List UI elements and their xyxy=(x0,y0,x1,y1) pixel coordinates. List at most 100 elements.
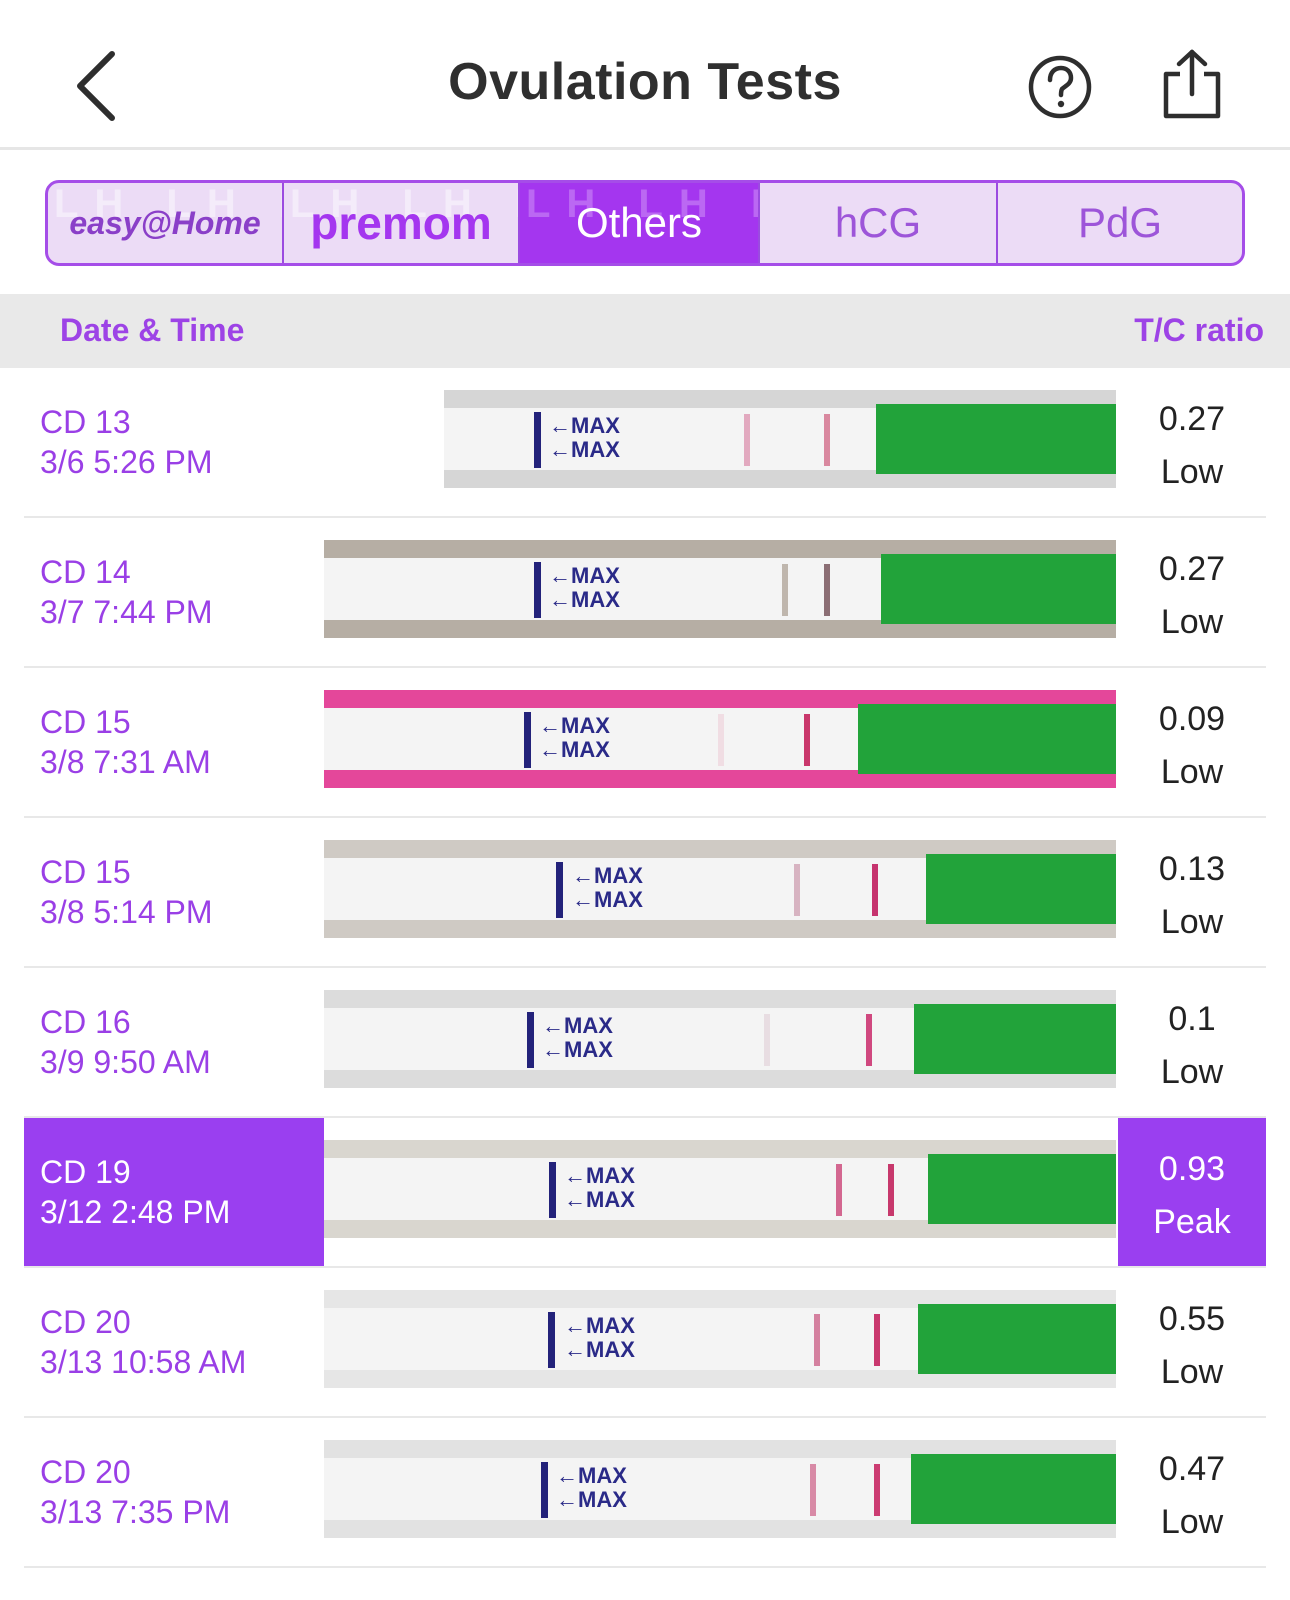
control-line xyxy=(794,864,800,916)
lh-level: Low xyxy=(1160,603,1224,641)
row-ratio-cell: 0.1 Low xyxy=(1118,968,1266,1116)
test-line xyxy=(874,1464,880,1516)
strip-handle xyxy=(858,704,1116,774)
max-label: ←MAX ←MAX xyxy=(564,1313,635,1362)
column-header-ratio: T/C ratio xyxy=(1134,312,1264,348)
max-label-text: MAX xyxy=(571,563,620,588)
easy-at-home-logo: easy@Home xyxy=(69,204,261,241)
max-band xyxy=(548,1312,555,1368)
table-header: Date & Time T/C ratio xyxy=(0,294,1290,368)
tab-easy-at-home[interactable]: LH LH LH easy@Home xyxy=(48,183,284,263)
lh-pattern: LH LH LH xyxy=(290,183,518,226)
row-ratio-cell: 0.27 Low xyxy=(1118,368,1266,516)
share-button[interactable] xyxy=(1160,48,1224,120)
tc-ratio-value: 0.47 xyxy=(1158,1450,1226,1488)
max-label-text: MAX xyxy=(571,587,620,612)
lh-level: Low xyxy=(1160,453,1224,491)
max-label-text: MAX xyxy=(578,1487,627,1512)
test-strip-photo: ←MAX ←MAX xyxy=(324,540,1116,638)
test-datetime: 3/13 7:35 PM xyxy=(40,1494,231,1530)
control-line xyxy=(744,414,750,466)
max-label: ←MAX ←MAX xyxy=(564,1163,635,1212)
max-band xyxy=(534,412,541,468)
max-label: ←MAX ←MAX xyxy=(556,1463,627,1512)
max-label-text: MAX xyxy=(578,1463,627,1488)
lh-level: Low xyxy=(1160,753,1224,791)
row-date-cell: CD 19 3/12 2:48 PM xyxy=(24,1118,324,1266)
test-strip-photo: ←MAX ←MAX xyxy=(324,1440,1116,1538)
max-label-text: MAX xyxy=(586,1337,635,1362)
help-button[interactable] xyxy=(1028,55,1092,119)
row-date-cell: CD 15 3/8 7:31 AM xyxy=(24,668,324,816)
test-row[interactable]: CD 20 3/13 7:35 PM ←MAX ←MAX 0.47 Low xyxy=(24,1418,1266,1568)
max-label-text: MAX xyxy=(586,1313,635,1338)
strip-handle xyxy=(918,1304,1116,1374)
max-label-text: MAX xyxy=(586,1163,635,1188)
test-strip-photo: ←MAX ←MAX xyxy=(324,1290,1116,1388)
tab-hcg-label: hCG xyxy=(834,199,922,246)
max-label-text: MAX xyxy=(571,413,620,438)
chevron-left-icon xyxy=(77,51,115,121)
row-date-cell: CD 13 3/6 5:26 PM xyxy=(24,368,324,516)
control-line xyxy=(810,1464,816,1516)
control-line xyxy=(718,714,724,766)
test-row[interactable]: CD 20 3/13 10:58 AM ←MAX ←MAX 0.55 Low xyxy=(24,1268,1266,1418)
max-band xyxy=(527,1012,534,1068)
control-line xyxy=(764,1014,770,1066)
test-datetime: 3/13 10:58 AM xyxy=(40,1344,247,1380)
test-datetime: 3/12 2:48 PM xyxy=(40,1194,231,1230)
lh-pattern: LH LH LH xyxy=(526,183,758,226)
strip-handle xyxy=(914,1004,1116,1074)
tab-pdg-label: PdG xyxy=(1077,199,1163,246)
row-ratio-cell: 0.09 Low xyxy=(1118,668,1266,816)
max-label-text: MAX xyxy=(594,887,643,912)
tc-ratio-value: 0.93 xyxy=(1158,1150,1226,1188)
lh-level: Low xyxy=(1160,903,1224,941)
max-label-text: MAX xyxy=(561,713,610,738)
test-row[interactable]: CD 15 3/8 7:31 AM ←MAX ←MAX 0.09 Low xyxy=(24,668,1266,818)
test-datetime: 3/6 5:26 PM xyxy=(40,444,213,480)
lh-level: Peak xyxy=(1153,1203,1231,1241)
max-label-text: MAX xyxy=(561,737,610,762)
row-ratio-cell: 0.55 Low xyxy=(1118,1268,1266,1416)
test-row[interactable]: CD 16 3/9 9:50 AM ←MAX ←MAX 0.1 Low xyxy=(24,968,1266,1118)
row-date-cell: CD 20 3/13 10:58 AM xyxy=(24,1268,324,1416)
tab-others[interactable]: LH LH LH Others xyxy=(520,183,760,263)
max-label-text: MAX xyxy=(586,1187,635,1212)
column-header-date: Date & Time xyxy=(60,312,245,348)
max-label: ←MAX ←MAX xyxy=(539,713,610,762)
tab-pdg[interactable]: PdG xyxy=(998,183,1242,263)
test-row[interactable]: CD 15 3/8 5:14 PM ←MAX ←MAX 0.13 Low xyxy=(24,818,1266,968)
lh-level: Low xyxy=(1160,1353,1224,1391)
tab-others-label: Others xyxy=(575,199,703,246)
brand-tab-bar: LH LH LH easy@Home LH LH LH premom LH LH… xyxy=(45,180,1245,266)
max-label-text: MAX xyxy=(564,1037,613,1062)
test-line xyxy=(824,414,830,466)
strip-handle xyxy=(881,554,1116,624)
row-date-cell: CD 14 3/7 7:44 PM xyxy=(24,518,324,666)
row-ratio-cell: 0.47 Low xyxy=(1118,1418,1266,1566)
test-datetime: 3/8 5:14 PM xyxy=(40,894,213,930)
max-label-text: MAX xyxy=(594,863,643,888)
tc-ratio-value: 0.1 xyxy=(1168,1000,1216,1038)
back-button[interactable] xyxy=(70,48,130,124)
share-icon xyxy=(1163,49,1221,119)
tab-premom[interactable]: LH LH LH premom xyxy=(284,183,520,263)
tab-hcg[interactable]: hCG xyxy=(760,183,998,263)
test-row[interactable]: CD 14 3/7 7:44 PM ←MAX ←MAX 0.27 Low xyxy=(24,518,1266,668)
test-row[interactable]: CD 13 3/6 5:26 PM ←MAX ←MAX 0.27 Low xyxy=(24,368,1266,518)
cycle-day: CD 15 xyxy=(40,704,131,740)
max-label-text: MAX xyxy=(571,437,620,462)
strip-handle xyxy=(928,1154,1116,1224)
test-datetime: 3/8 7:31 AM xyxy=(40,744,211,780)
cycle-day: CD 16 xyxy=(40,1004,131,1040)
test-line xyxy=(804,714,810,766)
cycle-day: CD 13 xyxy=(40,404,131,440)
control-line xyxy=(814,1314,820,1366)
test-line xyxy=(874,1314,880,1366)
test-line xyxy=(888,1164,894,1216)
row-date-cell: CD 20 3/13 7:35 PM xyxy=(24,1418,324,1566)
test-strip-photo: ←MAX ←MAX xyxy=(444,390,1116,488)
test-row[interactable]: CD 19 3/12 2:48 PM ←MAX ←MAX 0.93 Peak xyxy=(24,1118,1266,1268)
max-label-text: MAX xyxy=(564,1013,613,1038)
